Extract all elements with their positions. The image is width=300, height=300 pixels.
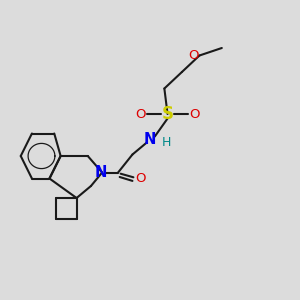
Text: O: O: [188, 49, 199, 62]
Text: N: N: [94, 165, 107, 180]
Text: O: O: [189, 107, 200, 121]
Text: O: O: [135, 172, 146, 185]
Text: H: H: [161, 136, 171, 149]
Text: N: N: [144, 132, 156, 147]
Text: S: S: [162, 105, 174, 123]
Text: O: O: [135, 107, 146, 121]
